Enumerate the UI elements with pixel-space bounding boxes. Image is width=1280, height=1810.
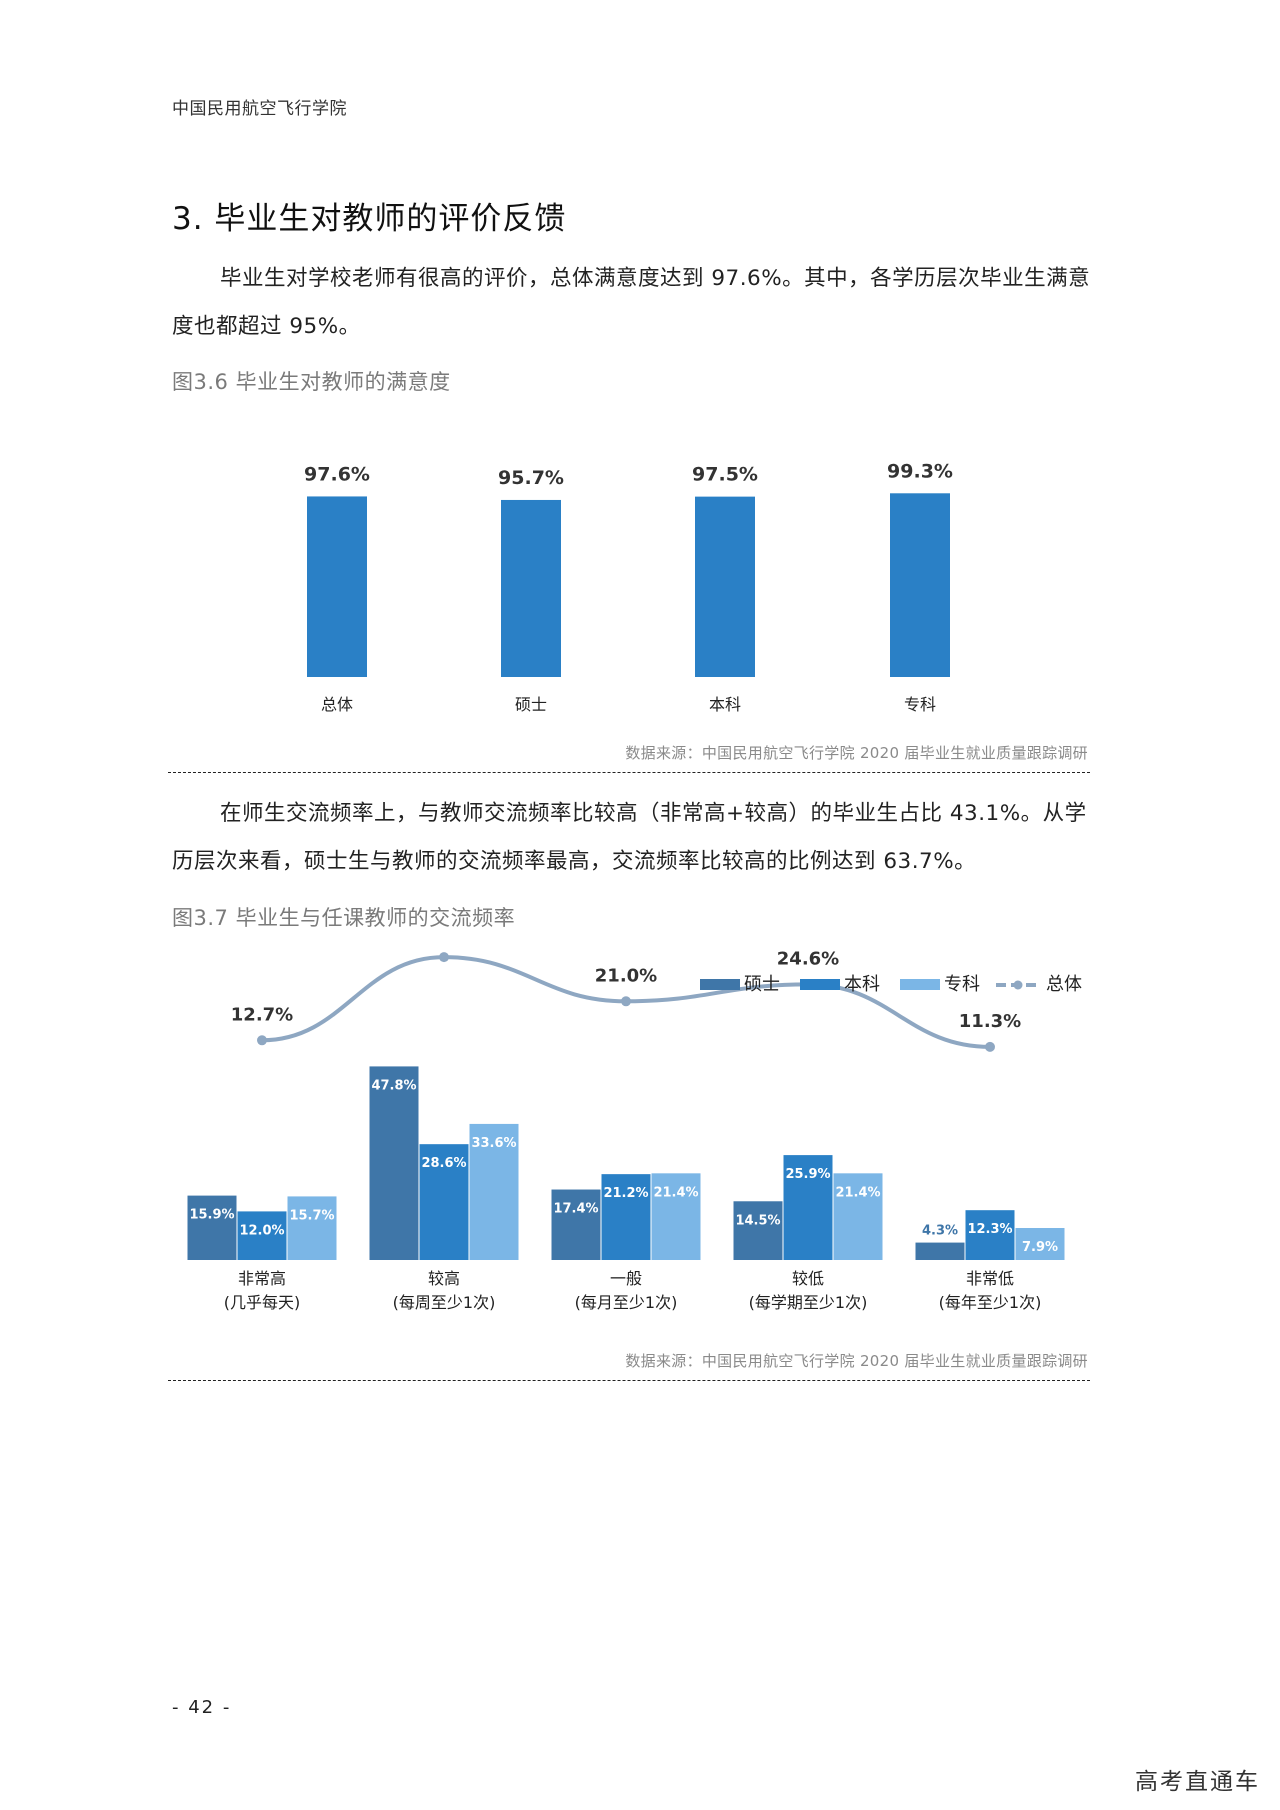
bar-value-label: 99.3%: [887, 460, 953, 482]
legend-label: 本科: [844, 974, 880, 995]
category-sublabel: (几乎每天): [224, 1293, 301, 1312]
bar-本科-5: [965, 1210, 1015, 1260]
category-label: 较低: [792, 1269, 824, 1288]
legend-swatch-专科: [900, 979, 940, 990]
legend-swatch-本科: [800, 979, 840, 990]
total-value-label: 30.4%: [413, 940, 475, 942]
figure-3-7-title: 图3.7 毕业生与任课教师的交流频率: [172, 906, 516, 930]
bar-专科-3: [651, 1173, 701, 1260]
bar-硕士-4: [733, 1201, 783, 1260]
legend-line-point: [1013, 980, 1023, 990]
section-title: 3. 毕业生对教师的评价反馈: [172, 201, 567, 237]
bar-value-label: 97.5%: [692, 464, 758, 486]
bar-专科-2: [469, 1123, 519, 1260]
figure-3-7-divider: [168, 1380, 1090, 1381]
page-number: - 42 -: [172, 1697, 232, 1718]
legend-swatch-硕士: [700, 979, 740, 990]
total-value-label: 21.0%: [595, 965, 657, 986]
figure-3-6-title: 图3.6 毕业生对教师的满意度: [172, 370, 451, 394]
legend-label: 总体: [1046, 974, 1082, 995]
bar-专科-1: [287, 1196, 337, 1260]
bar-value-label: 47.8%: [371, 1078, 416, 1093]
bar-1: [307, 496, 367, 677]
figure-3-7-source: 数据来源：中国民用航空飞行学院 2020 届毕业生就业质量跟踪调研: [625, 1352, 1088, 1370]
bar-value-label: 28.6%: [421, 1156, 466, 1171]
bar-本科-1: [237, 1211, 287, 1260]
bar-value-label: 21.4%: [835, 1185, 880, 1200]
bar-value-label: 21.2%: [603, 1186, 648, 1201]
category-label: 本科: [709, 695, 741, 714]
category-sublabel: (每月至少1次): [575, 1293, 678, 1312]
bar-硕士-3: [551, 1189, 601, 1260]
bar-硕士-2: [369, 1066, 419, 1260]
category-sublabel: (每周至少1次): [393, 1293, 496, 1312]
paragraph-satisfaction: 毕业生对学校老师有很高的评价，总体满意度达到 97.6%。其中，各学历层次毕业生…: [172, 266, 1091, 339]
bar-硕士-5: [915, 1242, 965, 1260]
bar-value-label: 4.3%: [922, 1224, 958, 1239]
bar-value-label: 25.9%: [785, 1167, 830, 1182]
category-label: 硕士: [515, 695, 547, 714]
total-value-label: 12.7%: [231, 1004, 293, 1025]
category-sublabel: (每学期至少1次): [749, 1293, 868, 1312]
category-label: 一般: [610, 1269, 642, 1288]
bar-value-label: 97.6%: [304, 463, 370, 485]
figure-3-6-divider: [168, 772, 1090, 773]
bar-value-label: 12.3%: [967, 1222, 1012, 1237]
bar-3: [695, 496, 755, 677]
bar-value-label: 95.7%: [498, 467, 564, 489]
paragraph-communication: 在师生交流频率上，与教师交流频率比较高（非常高+较高）的毕业生占比 43.1%。…: [172, 801, 1087, 874]
category-label: 非常低: [966, 1269, 1014, 1288]
communication-frequency-chart: 15.9% 47.8% 17.4% 14.5% 4.3% 12.0% 28.6% 21.2% 2…: [187, 940, 1082, 1312]
total-point-2: [439, 952, 449, 963]
bar-本科-2: [419, 1144, 469, 1260]
bar-value-label: 15.7%: [289, 1208, 334, 1223]
total-point-3: [621, 996, 631, 1007]
category-label: 总体: [321, 695, 353, 714]
bar-value-label: 12.0%: [239, 1223, 284, 1238]
category-label: 非常高: [238, 1269, 286, 1288]
total-value-label: 11.3%: [959, 1011, 1021, 1032]
bar-value-label: 7.9%: [1022, 1240, 1058, 1255]
satisfaction-bar-chart: 97.6% 总体 95.7% 硕士 97.5% 本科 99.3% 专科: [304, 460, 953, 714]
bar-2: [501, 499, 561, 677]
total-value-label: 24.6%: [777, 948, 839, 969]
category-label: 专科: [904, 695, 936, 714]
bar-value-label: 14.5%: [735, 1213, 780, 1228]
bar-专科-5: [1015, 1228, 1065, 1260]
legend-label: 专科: [944, 974, 980, 995]
legend-label: 硕士: [744, 974, 780, 995]
bar-value-label: 21.4%: [653, 1185, 698, 1200]
category-sublabel: (每年至少1次): [939, 1293, 1042, 1312]
bar-4: [890, 493, 950, 677]
bar-专科-4: [833, 1173, 883, 1260]
running-header: 中国民用航空飞行学院: [172, 99, 347, 119]
category-label: 较高: [428, 1269, 460, 1288]
bar-value-label: 33.6%: [471, 1136, 516, 1151]
figure-3-6-source: 数据来源：中国民用航空飞行学院 2020 届毕业生就业质量跟踪调研: [625, 744, 1088, 762]
bar-本科-3: [601, 1174, 651, 1260]
bar-value-label: 17.4%: [553, 1202, 598, 1217]
bar-本科-4: [783, 1155, 833, 1260]
total-point-5: [985, 1041, 995, 1052]
bar-硕士-1: [187, 1195, 237, 1260]
bar-value-label: 15.9%: [189, 1208, 234, 1223]
watermark: 高考直通车: [1135, 1769, 1260, 1795]
total-point-1: [257, 1035, 267, 1046]
